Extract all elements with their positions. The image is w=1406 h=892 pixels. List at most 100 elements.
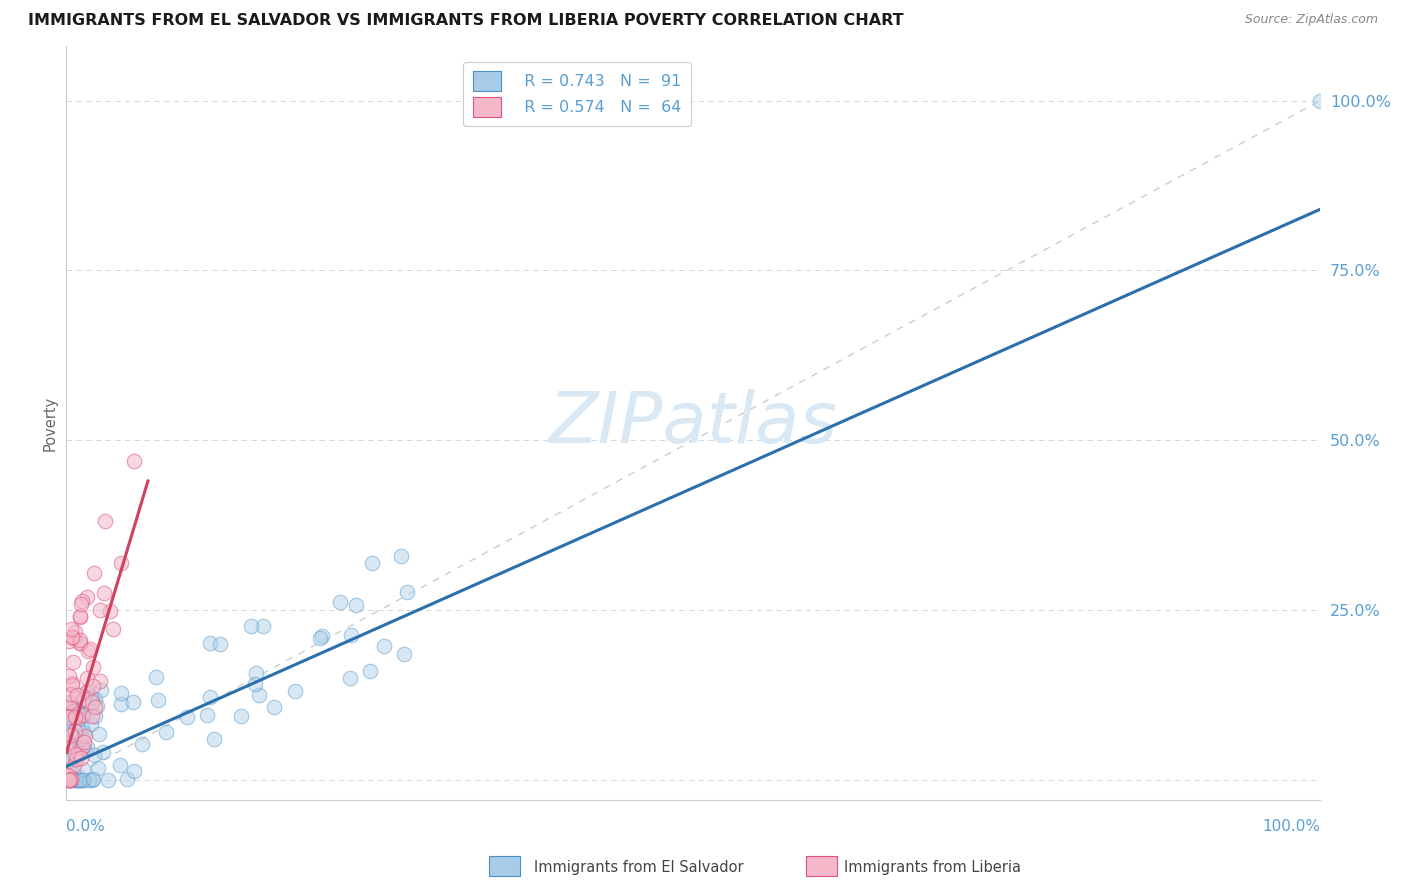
Point bbox=[84, 692, 107, 706]
Point bbox=[110, 557, 132, 571]
Point bbox=[76, 591, 98, 605]
Point bbox=[69, 610, 91, 624]
Point bbox=[72, 691, 94, 706]
Point bbox=[70, 722, 93, 736]
Point bbox=[65, 624, 87, 639]
Point bbox=[87, 761, 110, 775]
Point bbox=[66, 688, 89, 702]
Point bbox=[245, 665, 267, 680]
Point bbox=[66, 702, 89, 716]
Point bbox=[60, 676, 83, 690]
Point bbox=[83, 566, 105, 581]
Point bbox=[77, 772, 100, 787]
Point bbox=[359, 664, 381, 678]
Text: Immigrants from Liberia: Immigrants from Liberia bbox=[844, 860, 1021, 874]
Point bbox=[247, 689, 270, 703]
Point bbox=[67, 706, 90, 721]
Point bbox=[60, 630, 83, 644]
Point bbox=[62, 631, 84, 645]
Point bbox=[82, 694, 104, 708]
Point bbox=[59, 772, 82, 786]
Point bbox=[73, 735, 96, 749]
Point bbox=[62, 704, 84, 718]
Point bbox=[63, 724, 86, 739]
Point bbox=[56, 721, 79, 735]
Point bbox=[72, 762, 94, 776]
Point bbox=[58, 712, 80, 726]
Point bbox=[66, 772, 89, 787]
Point bbox=[146, 693, 169, 707]
Point bbox=[76, 684, 98, 698]
Point bbox=[69, 711, 91, 725]
Point bbox=[69, 772, 91, 787]
Point bbox=[62, 767, 84, 781]
Point bbox=[62, 757, 84, 772]
Point bbox=[56, 710, 79, 724]
Point bbox=[100, 604, 122, 618]
Text: 0.0%: 0.0% bbox=[66, 819, 105, 834]
Point bbox=[73, 740, 96, 755]
Point bbox=[69, 746, 91, 760]
Point bbox=[89, 603, 111, 617]
Point bbox=[60, 739, 83, 753]
Point bbox=[70, 708, 93, 723]
Point bbox=[63, 731, 86, 746]
Point bbox=[59, 772, 82, 787]
Point bbox=[72, 772, 94, 787]
Point bbox=[70, 594, 93, 608]
Point bbox=[77, 643, 100, 657]
Point bbox=[63, 709, 86, 723]
Point bbox=[72, 772, 94, 787]
Point bbox=[155, 725, 177, 739]
Point bbox=[339, 671, 361, 685]
Point bbox=[56, 769, 79, 783]
Point bbox=[59, 701, 82, 715]
Point bbox=[66, 747, 89, 761]
Point bbox=[58, 772, 80, 787]
Point bbox=[76, 672, 98, 686]
Point bbox=[58, 772, 80, 787]
Point bbox=[56, 772, 79, 787]
Point bbox=[389, 549, 412, 564]
Point bbox=[79, 690, 101, 705]
Point bbox=[82, 679, 104, 693]
Point bbox=[60, 708, 83, 723]
Point bbox=[110, 697, 132, 711]
Point bbox=[73, 726, 96, 740]
Point bbox=[82, 772, 104, 786]
Point bbox=[83, 700, 105, 714]
Point bbox=[66, 706, 89, 721]
Point bbox=[56, 768, 79, 782]
Point bbox=[69, 772, 91, 787]
Point bbox=[110, 686, 132, 700]
Point bbox=[56, 737, 79, 751]
Point bbox=[65, 700, 87, 714]
Point bbox=[392, 648, 415, 662]
Point bbox=[86, 698, 108, 713]
Point bbox=[67, 735, 90, 749]
Point bbox=[131, 737, 153, 751]
Point bbox=[89, 674, 111, 689]
Text: Immigrants from El Salvador: Immigrants from El Salvador bbox=[534, 860, 744, 874]
Point bbox=[198, 636, 221, 650]
Point bbox=[70, 706, 93, 721]
Point bbox=[59, 725, 82, 739]
Point bbox=[66, 711, 89, 725]
Text: ZIPatlas: ZIPatlas bbox=[548, 389, 838, 458]
Point bbox=[329, 595, 352, 609]
Point bbox=[263, 700, 285, 714]
Point bbox=[145, 670, 167, 684]
Point bbox=[202, 731, 225, 746]
Point bbox=[59, 728, 82, 742]
Point bbox=[79, 641, 101, 656]
Point bbox=[62, 772, 84, 787]
Point bbox=[231, 709, 253, 723]
Point bbox=[83, 748, 105, 763]
Point bbox=[70, 731, 93, 745]
Point bbox=[70, 750, 93, 764]
Point bbox=[62, 655, 84, 669]
Point bbox=[75, 685, 97, 699]
Point bbox=[198, 690, 221, 704]
Point bbox=[60, 687, 83, 701]
Point bbox=[82, 660, 104, 674]
